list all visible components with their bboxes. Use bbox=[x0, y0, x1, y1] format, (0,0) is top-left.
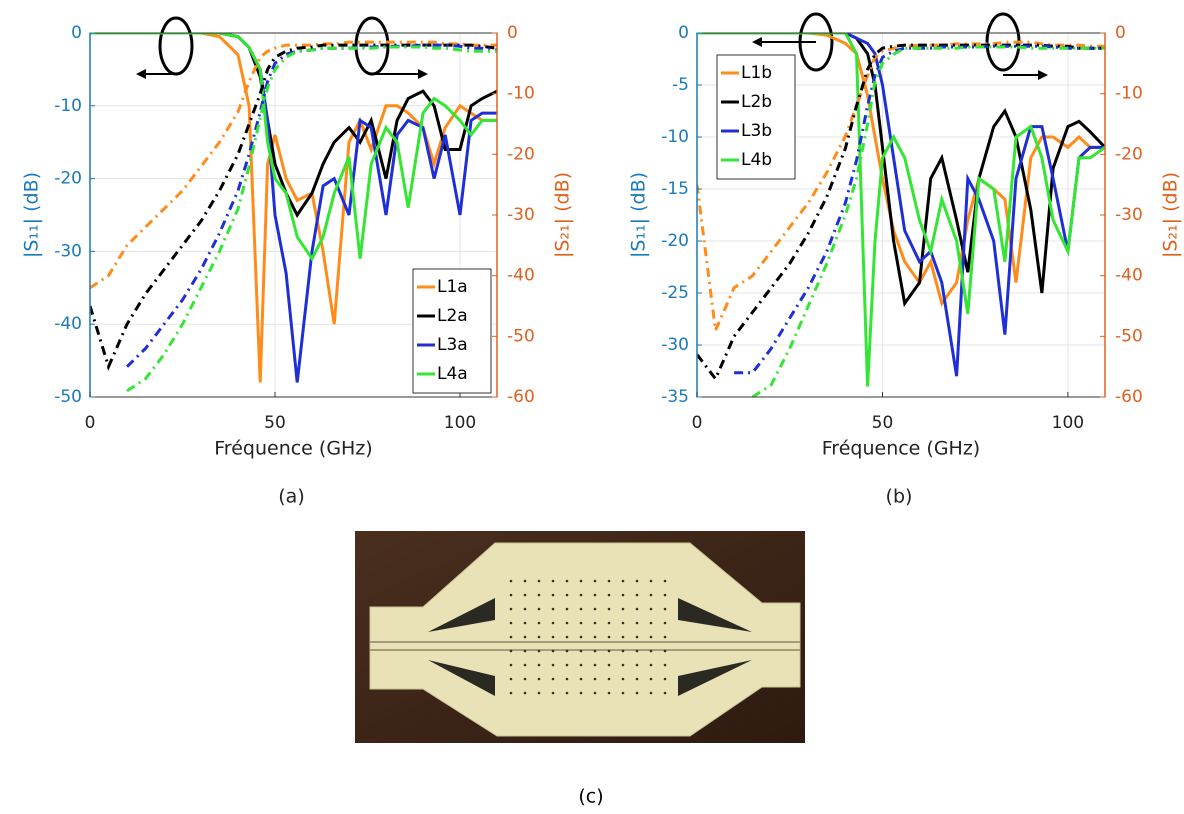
series-line bbox=[734, 44, 1105, 375]
series-line bbox=[697, 33, 1105, 308]
y2-axis-label: |S₂₁| (dB) bbox=[552, 172, 574, 258]
y2-tick-label: -30 bbox=[507, 205, 535, 225]
y2-tick-label: -30 bbox=[1115, 205, 1143, 225]
series-line bbox=[90, 43, 497, 372]
y-tick-label: -35 bbox=[661, 387, 689, 407]
y2-tick-label: -10 bbox=[507, 84, 535, 104]
y2-axis-label: |S₂₁| (dB) bbox=[1160, 172, 1182, 258]
x-tick-label: 50 bbox=[872, 413, 894, 433]
y2-tick-label: -20 bbox=[1115, 144, 1143, 164]
y-tick-label: -20 bbox=[54, 169, 82, 189]
y-tick-label: -30 bbox=[54, 241, 82, 261]
y-tick-label: -40 bbox=[54, 314, 82, 334]
x-axis-label: Fréquence (GHz) bbox=[214, 438, 372, 460]
y2-tick-label: -50 bbox=[1115, 326, 1143, 346]
series-line bbox=[697, 40, 1105, 336]
legend-label: L1a bbox=[437, 277, 468, 297]
caption: (b) bbox=[886, 486, 913, 508]
series-line bbox=[697, 43, 1105, 382]
series-line bbox=[90, 40, 497, 290]
arrowheads bbox=[136, 37, 1048, 80]
y-tick-label: 0 bbox=[71, 23, 82, 43]
x-tick-label: 100 bbox=[1052, 413, 1084, 433]
x-tick-label: 100 bbox=[444, 413, 476, 433]
y-tick-label: -10 bbox=[54, 96, 82, 116]
x-axis-label: Fréquence (GHz) bbox=[822, 438, 980, 460]
legend-label: L2a bbox=[437, 306, 468, 326]
x-tick-label: 0 bbox=[85, 413, 96, 433]
y-tick-label: -5 bbox=[672, 75, 689, 95]
legend-box bbox=[412, 268, 492, 394]
y-tick-label: -10 bbox=[661, 127, 689, 147]
y2-tick-label: -50 bbox=[507, 326, 535, 346]
legend-label: L3b bbox=[741, 121, 772, 141]
legend-label: L2b bbox=[741, 92, 772, 112]
photo bbox=[355, 531, 805, 743]
series-line bbox=[126, 45, 497, 393]
legend-label: L3a bbox=[437, 335, 468, 355]
y2-tick-label: -60 bbox=[507, 387, 535, 407]
y-tick-label: -30 bbox=[661, 335, 689, 355]
series-line bbox=[90, 33, 497, 262]
legend-label: L4a bbox=[437, 364, 468, 384]
series-line bbox=[697, 33, 1105, 377]
y2-tick-label: -40 bbox=[507, 266, 535, 286]
y2-tick-label: -40 bbox=[1115, 266, 1143, 286]
series-line bbox=[751, 45, 1105, 397]
series-line bbox=[90, 33, 497, 383]
legend-label: L4b bbox=[741, 150, 772, 170]
y2-tick-label: 0 bbox=[1115, 23, 1126, 43]
y2-tick-label: 0 bbox=[507, 23, 518, 43]
series-line bbox=[90, 33, 497, 218]
y-tick-label: -50 bbox=[54, 387, 82, 407]
series-line bbox=[125, 43, 497, 368]
caption: (a) bbox=[278, 486, 304, 508]
y-tick-label: 0 bbox=[678, 23, 689, 43]
y-tick-label: -15 bbox=[661, 179, 689, 199]
y-tick-label: -25 bbox=[661, 283, 689, 303]
y-axis-label: |S₁₁| (dB) bbox=[628, 172, 650, 258]
caption: (c) bbox=[578, 786, 603, 808]
x-tick-label: 50 bbox=[264, 413, 286, 433]
x-tick-label: 0 bbox=[692, 413, 703, 433]
legend-label: L1b bbox=[741, 63, 772, 83]
y-tick-label: -20 bbox=[661, 231, 689, 251]
series-line bbox=[697, 33, 1105, 387]
y2-tick-label: -60 bbox=[1115, 387, 1143, 407]
y-axis-label: |S₁₁| (dB) bbox=[21, 172, 43, 258]
legend-box bbox=[716, 54, 796, 180]
y2-tick-label: -10 bbox=[1115, 84, 1143, 104]
y2-tick-label: -20 bbox=[507, 144, 535, 164]
